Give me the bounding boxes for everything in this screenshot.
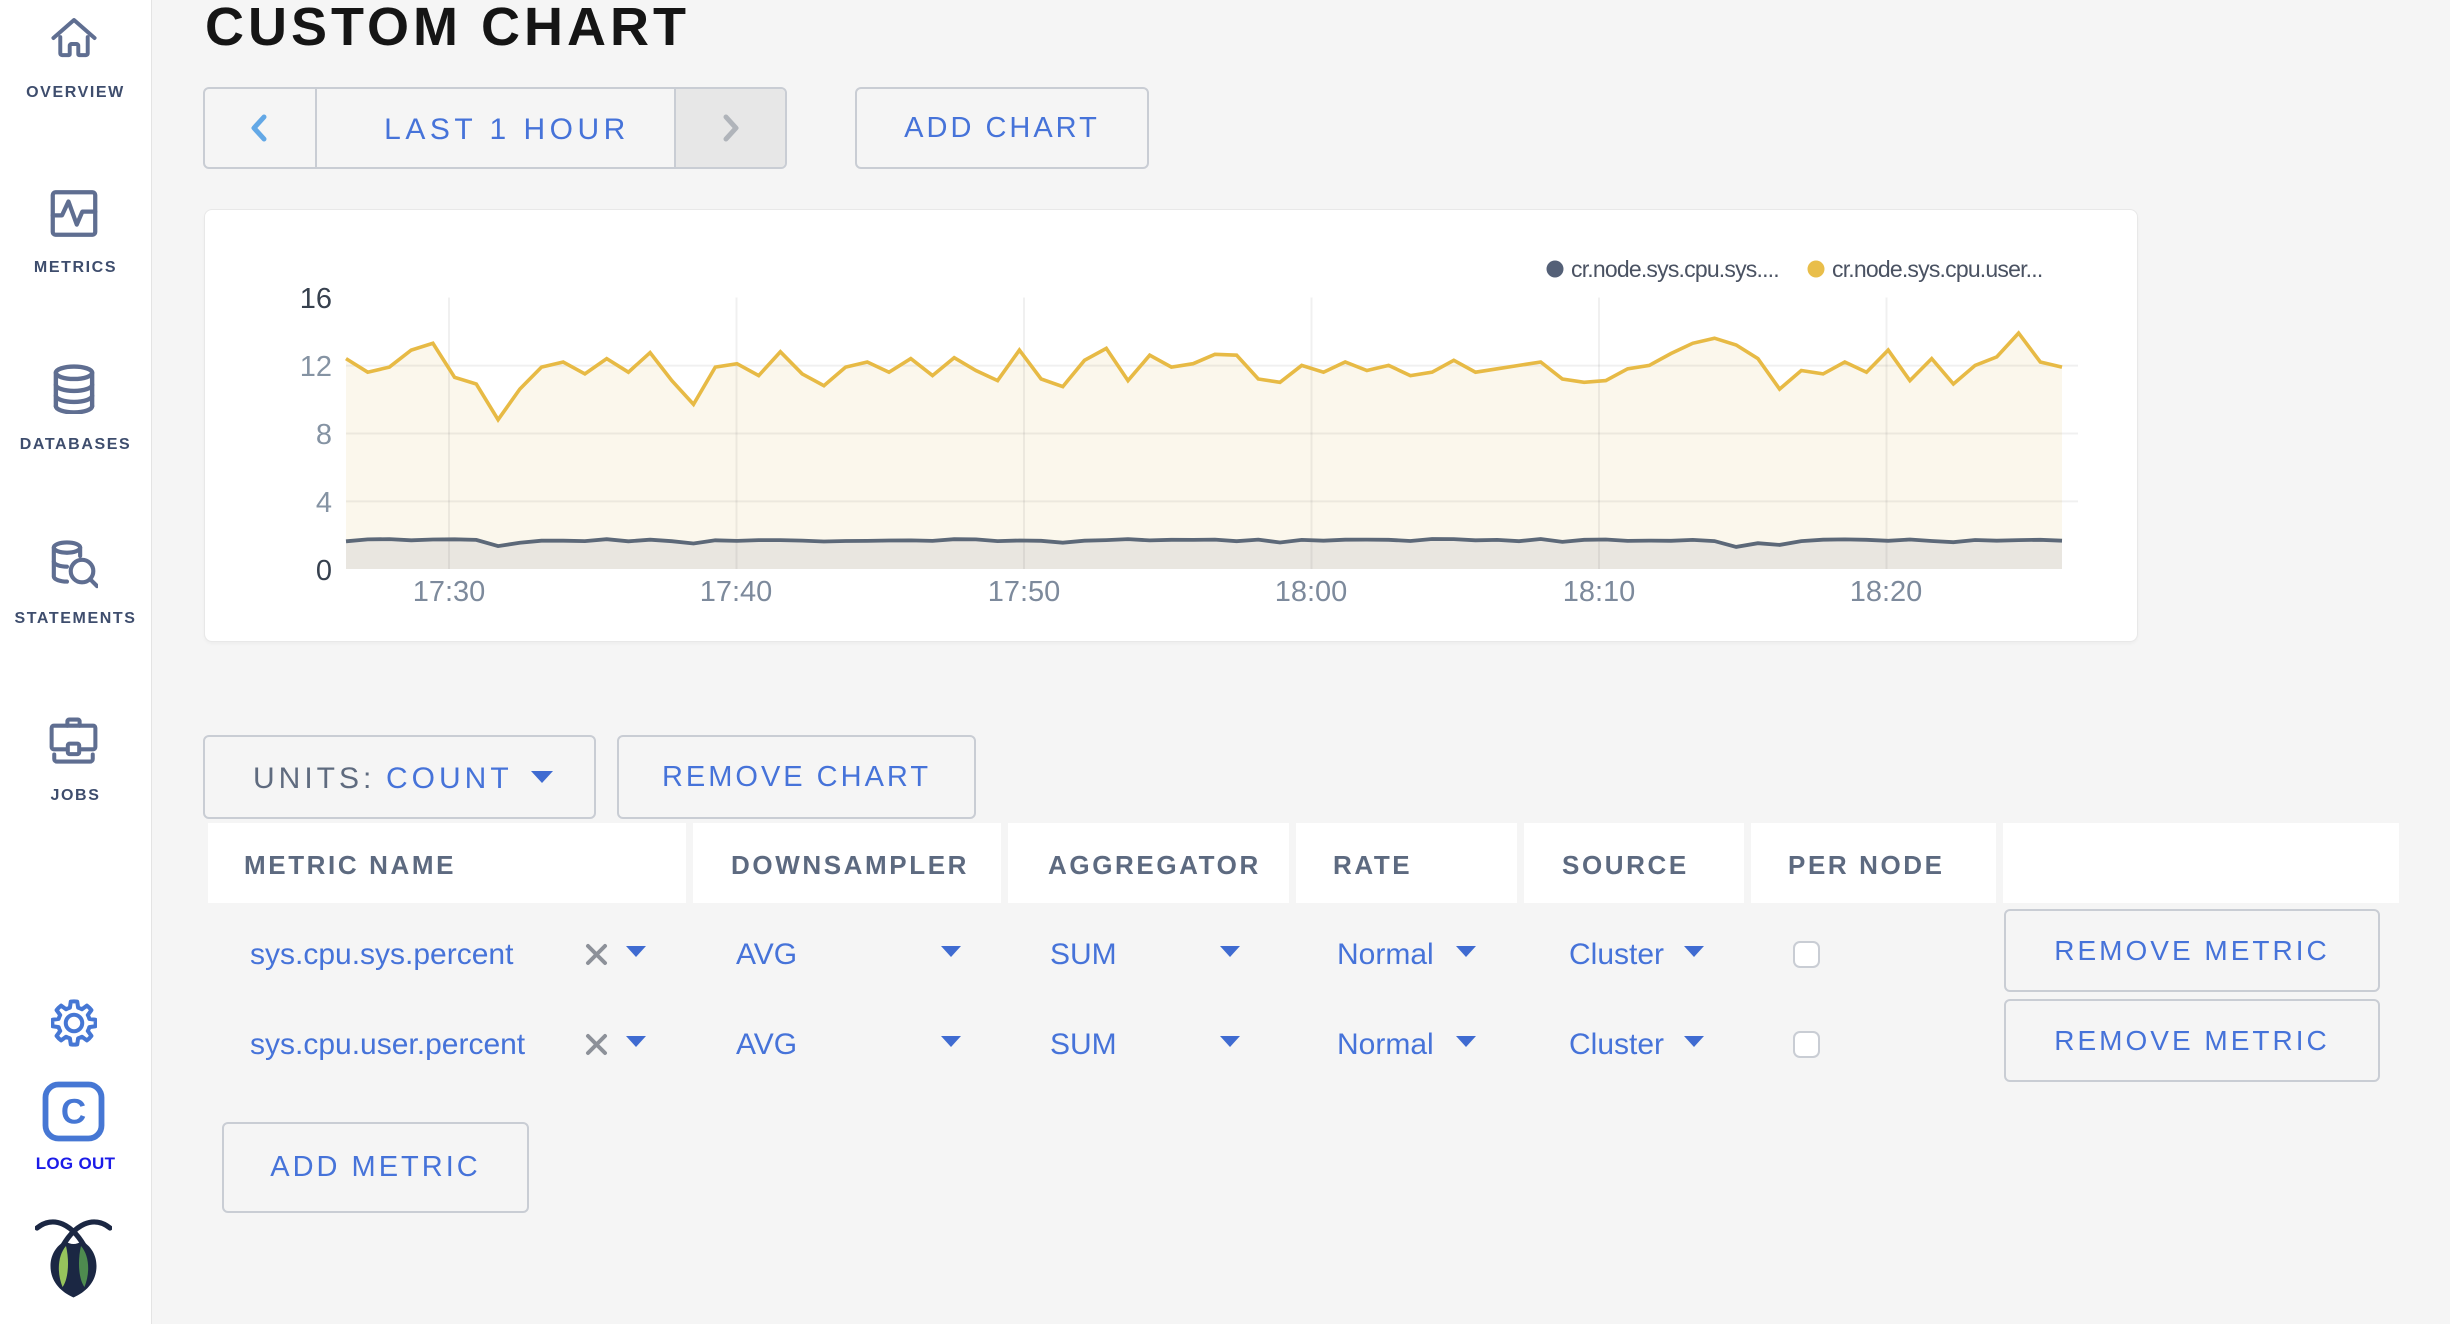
- svg-text:18:20: 18:20: [1850, 576, 1923, 608]
- svg-text:12: 12: [300, 351, 332, 383]
- svg-text:4: 4: [316, 487, 332, 519]
- svg-text:0: 0: [316, 555, 332, 587]
- svg-text:17:30: 17:30: [413, 576, 486, 608]
- svg-text:18:10: 18:10: [1563, 576, 1636, 608]
- svg-text:17:50: 17:50: [988, 576, 1061, 608]
- svg-text:8: 8: [316, 419, 332, 451]
- svg-text:cr.node.sys.cpu.sys....: cr.node.sys.cpu.sys....: [1571, 256, 1779, 282]
- svg-text:17:40: 17:40: [700, 576, 773, 608]
- svg-text:C: C: [61, 1093, 86, 1132]
- svg-text:cr.node.sys.cpu.user...: cr.node.sys.cpu.user...: [1832, 256, 2042, 282]
- svg-text:18:00: 18:00: [1275, 576, 1348, 608]
- svg-text:16: 16: [300, 283, 332, 315]
